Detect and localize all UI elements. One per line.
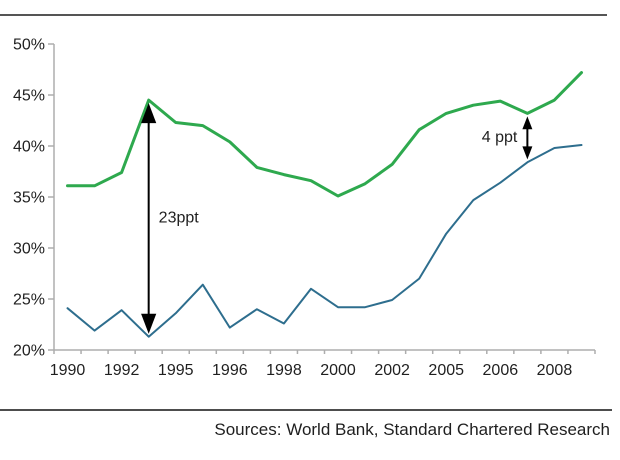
y-tick-label: 40% — [13, 139, 45, 156]
top-rule — [0, 14, 607, 16]
x-tick-label: 1996 — [212, 362, 248, 379]
source-note: Sources: World Bank, Standard Chartered … — [214, 420, 610, 439]
y-tick-label: 35% — [13, 190, 45, 207]
arrow-down-head — [522, 146, 533, 160]
x-tick-label: 2006 — [483, 362, 519, 379]
x-tick-label: 1992 — [104, 362, 140, 379]
arrow-down-head — [141, 313, 157, 334]
x-tick-label: 1995 — [158, 362, 194, 379]
y-tick-label: 45% — [13, 88, 45, 105]
bottom-rule — [0, 409, 612, 411]
y-tick-label: 20% — [13, 343, 45, 360]
x-tick-label: 1998 — [266, 362, 302, 379]
x-tick-label: 1990 — [50, 362, 86, 379]
x-tick-label: 2000 — [320, 362, 356, 379]
annotation-label: 23ppt — [159, 210, 200, 227]
x-tick-label: 2008 — [537, 362, 573, 379]
line-chart: 50% 45% 40% 35% 30% 25% 20% 1990 1992 1995 1996 199… — [13, 37, 596, 379]
y-tick-label: 50% — [13, 37, 45, 54]
y-tick-label: 25% — [13, 292, 45, 309]
arrow-up-head — [141, 103, 157, 124]
arrow-up-head — [522, 116, 533, 130]
annotation-label: 4 ppt — [482, 129, 518, 146]
y-tick-label: 30% — [13, 241, 45, 258]
x-tick-label: 2002 — [374, 362, 410, 379]
blue-series-line — [66, 144, 583, 338]
green-series-line — [66, 71, 583, 198]
x-tick-label: 2005 — [428, 362, 464, 379]
